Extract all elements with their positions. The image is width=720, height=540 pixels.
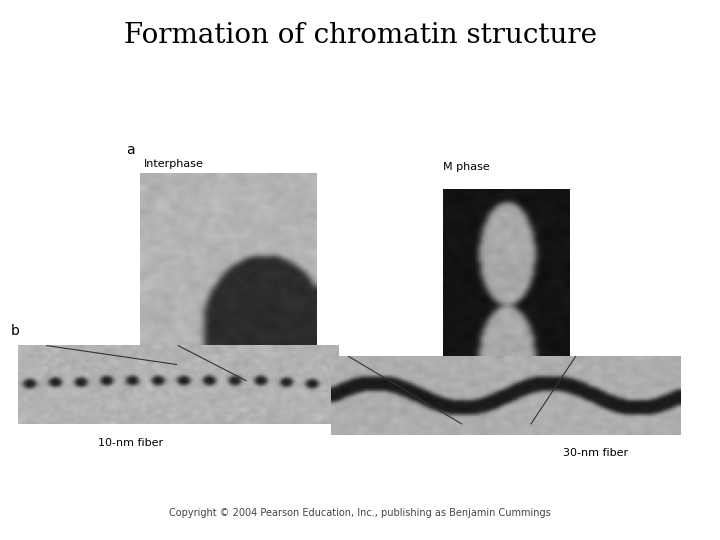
Text: a: a: [126, 143, 135, 157]
Text: b: b: [11, 324, 19, 338]
Text: Interphase: Interphase: [144, 159, 204, 170]
Text: 30-nm fiber: 30-nm fiber: [563, 448, 628, 458]
Text: Copyright © 2004 Pearson Education, Inc., publishing as Benjamin Cummings: Copyright © 2004 Pearson Education, Inc.…: [169, 508, 551, 518]
Text: 10-nm fiber: 10-nm fiber: [98, 437, 163, 448]
Text: Formation of chromatin structure: Formation of chromatin structure: [124, 22, 596, 49]
Text: M phase: M phase: [443, 162, 490, 172]
